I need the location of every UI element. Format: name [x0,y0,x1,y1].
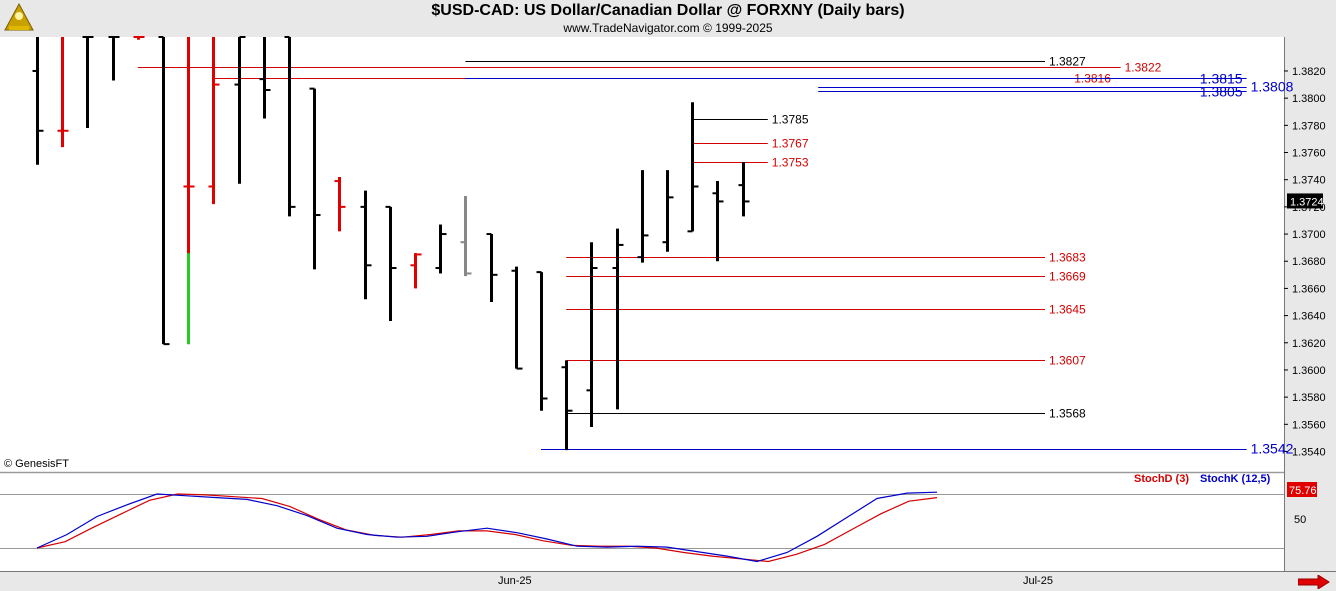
last-price-marker: 1.3724 [1287,193,1324,209]
stoch-series-line [36,491,938,563]
price-tick-label: 1.3780 [1292,120,1326,132]
copyright-label: © GenesisFT [4,458,69,470]
stoch-lines [36,491,938,563]
level-label: 1.3815 [1200,71,1243,87]
price-tick-label: 1.3640 [1292,311,1326,323]
price-tick-label: 1.3540 [1292,446,1326,458]
price-axis-ticks: 1.3540 1.3560 1.3580 1.3600 1.3620 1.3640 1.36… [1284,66,1326,458]
last-price-badge [1287,193,1323,209]
stoch-series-line [36,493,938,563]
price-tick-label: 1.3620 [1292,338,1326,350]
price-tick-label: 1.3760 [1292,148,1326,160]
stoch-current-value: 75.76 [1289,485,1317,497]
level-label: 1.3785 [772,113,809,127]
ohlc-bars [32,36,750,451]
level-label: 1.3805 [1200,84,1243,100]
level-label: 1.3753 [772,156,809,170]
scroll-right-arrow-icon[interactable] [1298,575,1330,589]
last-price-label: 1.3724 [1290,196,1324,208]
price-tick-label: 1.3560 [1292,419,1326,431]
level-label: 1.3645 [1049,303,1086,317]
price-tick-label: 1.3800 [1292,93,1326,105]
stoch-reference-lines [0,494,1284,549]
price-tick-label: 1.3680 [1292,256,1326,268]
price-tick-label: 1.3600 [1292,365,1326,377]
price-tick-label: 1.3820 [1292,66,1326,78]
x-label-jun: Jun-25 [498,575,532,587]
price-tick-label: 1.3740 [1292,175,1326,187]
chart-title: $USD-CAD: US Dollar/Canadian Dollar @ FO… [431,2,905,19]
level-label: 1.3542 [1251,441,1294,457]
chart-subtitle: www.TradeNavigator.com © 1999-2025 [563,21,773,35]
level-label: 1.3607 [1049,354,1086,368]
stoch-level-50-label: 50 [1294,514,1306,526]
level-label: 1.3767 [772,137,809,151]
indicator-pane[interactable] [0,474,1284,571]
stoch-current-value-badge [1287,482,1317,497]
level-label: 1.3683 [1049,251,1086,265]
legend-stoch-d: StochD (3) [1134,473,1189,485]
level-label: 1.3669 [1049,270,1086,284]
title-bar: $USD-CAD: US Dollar/Canadian Dollar @ FO… [0,0,1336,36]
level-label: 1.3568 [1049,407,1086,421]
x-label-jul: Jul-25 [1023,575,1053,587]
level-label: 1.3822 [1125,61,1162,75]
price-tick-label: 1.3580 [1292,392,1326,404]
price-tick-label: 1.3700 [1292,229,1326,241]
trade-navigator-logo-icon [4,2,34,31]
legend-stoch-k: StochK (12,5) [1200,473,1271,485]
level-label: 1.3808 [1251,79,1294,95]
level-label: 1.3827 [1049,55,1086,69]
price-tick-label: 1.3660 [1292,283,1326,295]
